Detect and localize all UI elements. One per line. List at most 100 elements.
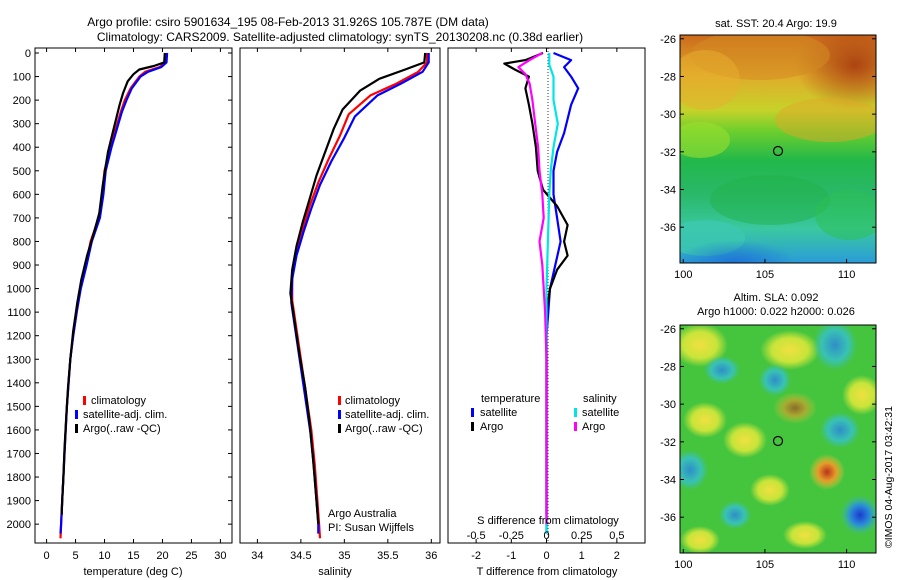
series-line-argo-raw-qc: [60, 52, 166, 515]
depth-tick-label: 300: [13, 119, 31, 131]
depth-tick-label: 700: [13, 213, 31, 225]
legend-swatch-climatology: [338, 396, 341, 405]
legend-label-satellite-adj: satellite-adj. clim.: [345, 409, 429, 421]
lat-tick-label: -32: [660, 437, 676, 449]
lat-tick-label: -36: [660, 512, 676, 524]
imos-credit: ©IMOS 04-Aug-2017 03:42:31: [883, 406, 895, 548]
depth-tick-label: 800: [13, 236, 31, 248]
s-difference-tick-label: 0.25: [571, 530, 592, 542]
lon-tick-label: 110: [838, 269, 856, 281]
lat-tick-label: -28: [660, 361, 676, 373]
legend-swatch-satellite-adj: [75, 410, 78, 419]
legend-swatch-sal-argo: [574, 422, 577, 431]
x-tick-label: 0: [44, 550, 50, 562]
legend-title-temperature: temperature: [481, 393, 540, 405]
s-difference-tick-labels: -0.5 -0.25 0 0.25 0.5: [467, 530, 625, 542]
argo-location-marker: [772, 435, 784, 447]
s-difference-tick-label: 0.5: [609, 530, 624, 542]
lat-tick-label: -34: [660, 185, 676, 197]
x-tick-label: 10: [98, 550, 110, 562]
series-line-argo-raw-qc: [289, 52, 427, 525]
lon-tick-label: 105: [756, 559, 774, 571]
x-tick-label: 2: [614, 550, 620, 562]
legend-swatch-temp-satellite: [471, 408, 474, 417]
legend-title-salinity: salinity: [583, 393, 617, 405]
legend-swatch-argo: [338, 424, 341, 433]
temperature-x-ticks: 0 5 10 15 20 25 30: [44, 48, 227, 562]
depth-tick-label: 1700: [7, 448, 31, 460]
temperature-profile-lines: [59, 52, 169, 539]
legend-swatch-satellite-adj: [338, 410, 341, 419]
depth-tick-label: 1500: [7, 401, 31, 413]
depth-tick-label: 1300: [7, 354, 31, 366]
legend-label-temp-satellite: satellite: [480, 407, 517, 419]
depth-tick-label: 1200: [7, 331, 31, 343]
lon-tick-label: 110: [838, 559, 856, 571]
sla-map-ticks: 100 105 110 -26 -28 -30 -32 -34 -36: [660, 324, 876, 571]
temperature-legend: climatology satellite-adj. clim. Argo(..…: [75, 395, 167, 435]
s-difference-tick-label: -0.25: [499, 530, 524, 542]
t-difference-x-ticks: -2 -1 0 1 2: [471, 48, 620, 562]
lat-tick-label: -36: [660, 222, 676, 234]
difference-profile-lines: [503, 51, 580, 534]
legend-swatch-sal-satellite: [574, 408, 577, 417]
sst-map-panel: sat. SST: 20.4 Argo: 19.9 100 105 110 -26 -2…: [660, 18, 877, 281]
salinity-panel: 34 34.5 35 35.5 36 salinity climatology sate…: [239, 47, 441, 578]
legend-label-climatology: climatology: [91, 395, 147, 407]
legend-label-climatology: climatology: [345, 395, 401, 407]
difference-legend: temperature satellite Argo salinity sate…: [471, 393, 619, 433]
depth-tick-label: 1800: [7, 472, 31, 484]
x-tick-label: 34: [251, 550, 263, 562]
depth-tick-label: 500: [13, 166, 31, 178]
t-difference-x-label: T difference from climatology: [477, 566, 618, 578]
x-tick-label: 0: [543, 550, 549, 562]
legend-label-sal-satellite: satellite: [582, 407, 619, 419]
x-tick-label: 35: [338, 550, 350, 562]
lat-tick-label: -34: [660, 475, 676, 487]
x-tick-label: 15: [127, 550, 139, 562]
depth-tick-label: 0: [25, 48, 31, 60]
x-tick-label: 25: [185, 550, 197, 562]
depth-tick-label: 1100: [7, 307, 31, 319]
x-tick-label: 36: [425, 550, 437, 562]
legend-swatch-argo: [75, 424, 78, 433]
depth-tick-label: 1400: [7, 378, 31, 390]
x-tick-label: -2: [471, 550, 481, 562]
x-tick-label: 5: [72, 550, 78, 562]
depth-tick-label: 100: [13, 72, 31, 84]
legend-swatch-climatology: [83, 396, 86, 405]
temperature-panel: 0100200300400500600700800900100011001200…: [7, 47, 645, 578]
lat-tick-label: -28: [660, 71, 676, 83]
x-tick-label: 1: [579, 550, 585, 562]
depth-tick-label: 200: [13, 95, 31, 107]
lon-tick-label: 100: [674, 559, 692, 571]
legend-swatch-temp-argo: [471, 422, 474, 431]
lat-tick-label: -26: [660, 34, 676, 46]
sst-map-frame: [679, 34, 877, 264]
salinity-legend: climatology satellite-adj. clim. Argo(..…: [338, 395, 429, 435]
sla-map-frame: [679, 324, 877, 554]
salinity-profile-lines: [289, 52, 430, 539]
sst-map-title: sat. SST: 20.4 Argo: 19.9: [715, 18, 837, 30]
lat-tick-label: -30: [660, 109, 676, 121]
legend-label-argo: Argo(..raw -QC): [83, 423, 161, 435]
depth-tick-label: 900: [13, 260, 31, 272]
sla-map-title-line1: Altim. SLA: 0.092: [734, 292, 819, 304]
depth-tick-label: 1000: [7, 284, 31, 296]
lon-tick-label: 100: [674, 269, 692, 281]
x-tick-label: 20: [156, 550, 168, 562]
lon-tick-label: 105: [756, 269, 774, 281]
x-tick-label: 35.5: [377, 550, 398, 562]
s-difference-tick-label: 0: [543, 530, 549, 542]
lat-tick-label: -30: [660, 399, 676, 411]
sst-map-ticks: 100 105 110 -26 -28 -30 -32 -34 -36: [660, 34, 876, 281]
legend-label-argo: Argo(..raw -QC): [345, 423, 423, 435]
salinity-x-label: salinity: [318, 566, 352, 578]
depth-tick-label: 1600: [7, 425, 31, 437]
pi-note: PI: Susan Wijffels: [328, 522, 414, 534]
depth-tick-label: 1900: [7, 496, 31, 508]
sla-map-image: [680, 325, 876, 553]
depth-tick-label: 2000: [7, 519, 31, 531]
s-difference-tick-label: -0.5: [467, 530, 486, 542]
